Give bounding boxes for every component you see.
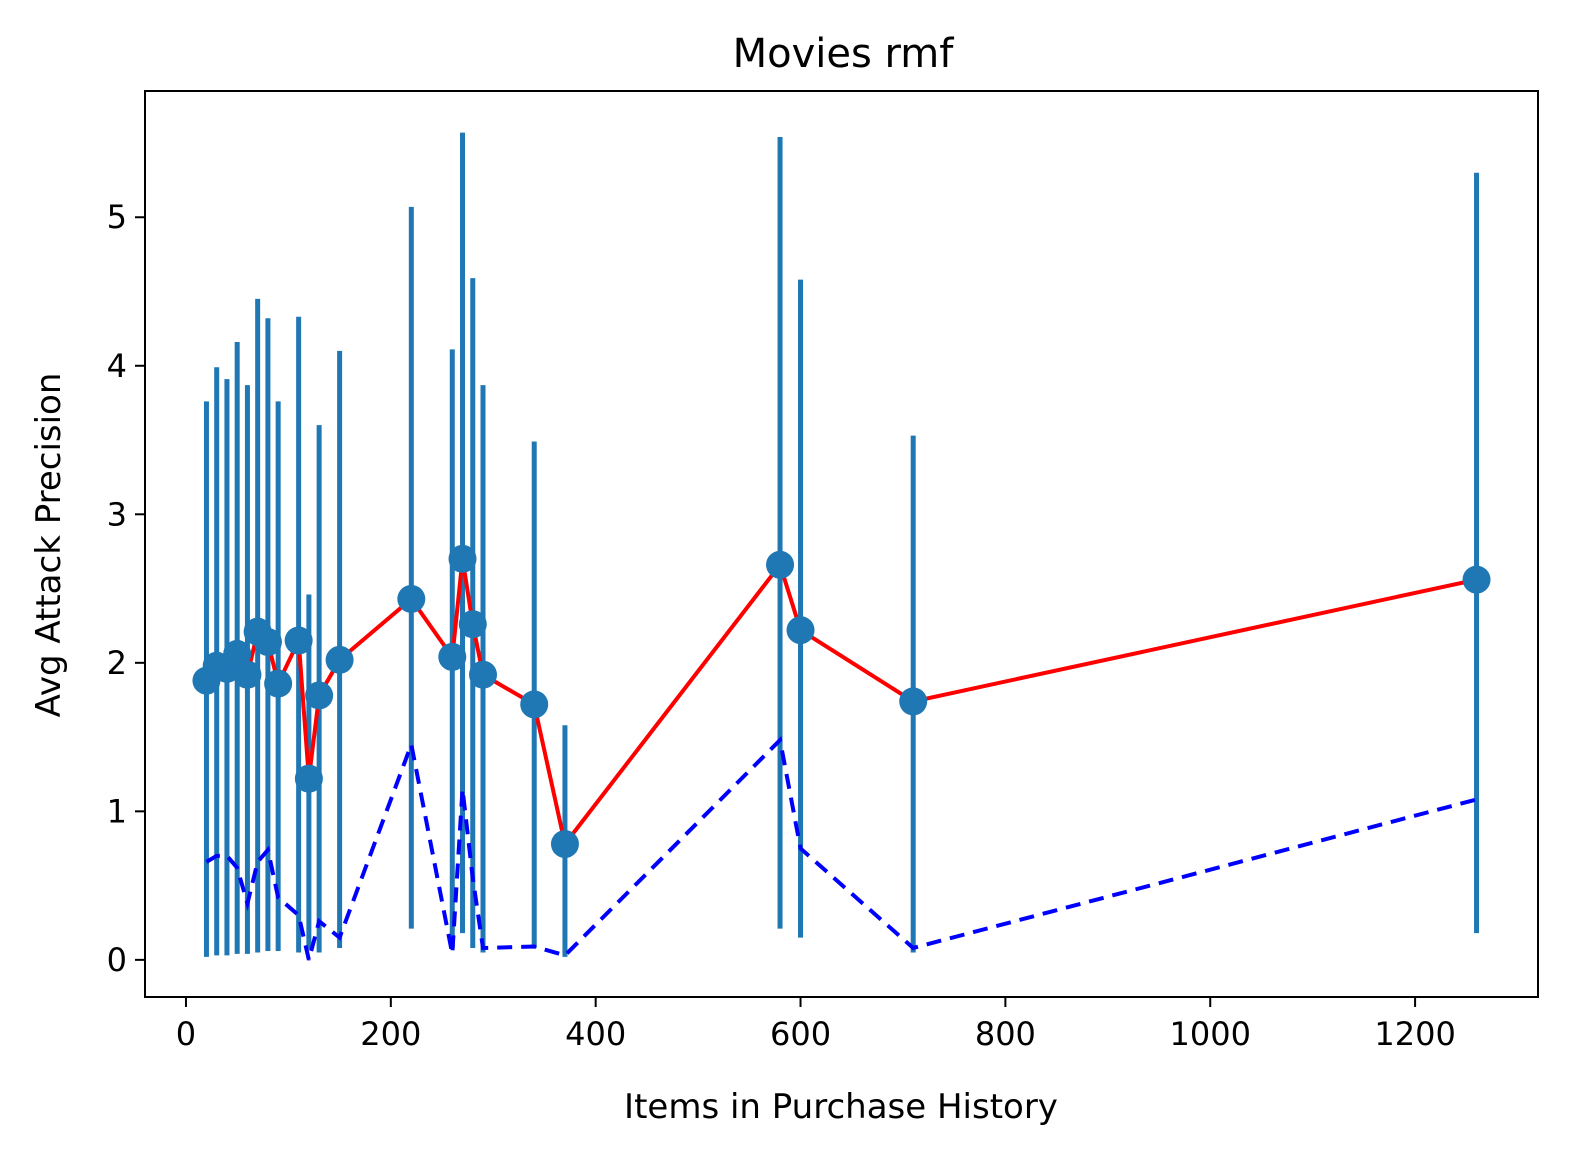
- data-point: [284, 626, 313, 655]
- y-tick-label: 4: [107, 347, 127, 385]
- data-point: [305, 681, 334, 710]
- x-tick-label: 1000: [1170, 1015, 1251, 1053]
- data-point: [264, 669, 293, 698]
- data-point: [253, 628, 282, 657]
- x-axis-label: Items in Purchase History: [624, 1087, 1058, 1127]
- y-tick-label: 5: [107, 198, 127, 236]
- y-axis-label: Avg Attack Precision: [29, 373, 69, 718]
- mean-series-line: [204, 558, 1477, 849]
- y-tick-label: 0: [107, 941, 127, 979]
- data-point: [458, 610, 487, 639]
- plot-layers: [192, 132, 1491, 961]
- data-point: [233, 660, 262, 689]
- y-tick-label: 2: [107, 644, 127, 682]
- plot-frame: [144, 90, 1539, 998]
- data-point: [469, 660, 498, 689]
- data-point: [397, 584, 426, 613]
- x-tick-label: 800: [975, 1015, 1036, 1053]
- data-point: [766, 550, 795, 579]
- y-tick-label: 3: [107, 495, 127, 533]
- baseline-series-line: [205, 735, 1478, 961]
- x-tick-label: 400: [565, 1015, 626, 1053]
- data-point: [294, 764, 323, 793]
- data-point: [223, 639, 252, 668]
- x-axis: 0 200 400 600 800 1000 1200: [176, 997, 1456, 1053]
- data-point: [448, 544, 477, 573]
- x-tick-label: 1200: [1374, 1015, 1455, 1053]
- data-point: [520, 690, 549, 719]
- y-tick-label: 1: [107, 792, 127, 830]
- chart-title: Movies rmf: [733, 31, 955, 77]
- data-point: [786, 616, 815, 645]
- x-tick-label: 600: [770, 1015, 831, 1053]
- data-point: [438, 642, 467, 671]
- data-point: [325, 645, 354, 674]
- y-axis: 0 1 2 3 4 5: [107, 198, 145, 979]
- x-tick-label: 200: [360, 1015, 421, 1053]
- data-point: [550, 830, 579, 859]
- data-point: [1462, 565, 1491, 594]
- x-tick-label: 0: [176, 1015, 196, 1053]
- data-point: [899, 687, 928, 716]
